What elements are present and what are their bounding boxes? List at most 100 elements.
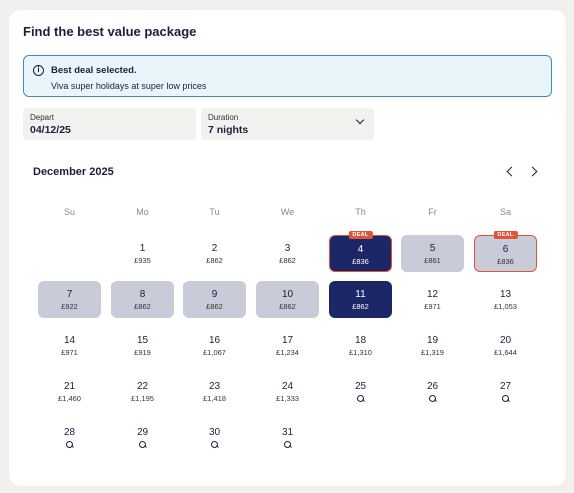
day-price: £836 <box>352 257 369 266</box>
day-number: 24 <box>281 381 294 392</box>
day-price: £862 <box>279 256 296 265</box>
weekday-label: Mo <box>136 207 149 217</box>
day-price: £1,644 <box>494 348 517 357</box>
day-price: £1,310 <box>349 348 372 357</box>
calendar-day[interactable]: 2 £862 <box>183 235 246 272</box>
duration-select[interactable]: Duration 7 nights <box>201 108 374 140</box>
calendar-day[interactable]: 20 £1,644 <box>474 327 537 364</box>
weekday-label: Fr <box>428 207 437 217</box>
calendar-day[interactable]: 26 <box>401 373 464 410</box>
day-price: £971 <box>61 348 78 357</box>
day-price: £935 <box>134 256 151 265</box>
day-number: 15 <box>136 335 149 346</box>
day-number: 30 <box>208 427 221 438</box>
day-number: 2 <box>211 243 218 254</box>
day-price: £862 <box>352 302 369 311</box>
day-number: 23 <box>208 381 221 392</box>
calendar-day[interactable]: 7 £922 <box>38 281 101 318</box>
day-number: 17 <box>281 335 294 346</box>
depart-label: Depart <box>30 113 55 122</box>
day-number: 29 <box>136 427 149 438</box>
page-title: Find the best value package <box>23 24 197 39</box>
calendar-day[interactable]: 14 £971 <box>38 327 101 364</box>
day-price: £836 <box>497 257 514 266</box>
day-number: 12 <box>426 289 439 300</box>
day-price: £1,319 <box>421 348 444 357</box>
calendar-day[interactable]: 23 £1,418 <box>183 373 246 410</box>
alert-title: Best deal selected. <box>51 65 137 76</box>
day-number: 26 <box>426 381 439 392</box>
search-icon <box>357 395 364 402</box>
calendar-day[interactable]: 10 £862 <box>256 281 319 318</box>
day-number: 20 <box>499 335 512 346</box>
calendar-day[interactable]: 24 £1,333 <box>256 373 319 410</box>
calendar-day[interactable]: 25 <box>329 373 392 410</box>
calendar-day[interactable]: 16 £1,067 <box>183 327 246 364</box>
calendar-month: December 2025 <box>33 166 114 178</box>
calendar-day[interactable]: DEAL 6 £836 <box>474 231 537 272</box>
day-number: 25 <box>354 381 367 392</box>
day-price: £1,234 <box>276 348 299 357</box>
calendar-day[interactable]: 3 £862 <box>256 235 319 272</box>
calendar-day[interactable]: 13 £1,053 <box>474 281 537 318</box>
day-number: 10 <box>281 289 294 300</box>
calendar-day[interactable]: 29 <box>111 419 174 456</box>
day-price: £861 <box>424 256 441 265</box>
day-number: 28 <box>63 427 76 438</box>
duration-label: Duration <box>208 113 239 122</box>
weekday-label: Su <box>63 207 75 217</box>
calendar-day[interactable]: 30 <box>183 419 246 456</box>
deal-badge: DEAL <box>348 231 373 239</box>
prev-month-button[interactable] <box>502 164 520 180</box>
day-price: £862 <box>279 302 296 311</box>
best-deal-alert: i Best deal selected. Viva super holiday… <box>23 55 552 97</box>
day-price: £1,053 <box>494 302 517 311</box>
day-price: £862 <box>206 302 223 311</box>
day-price: £971 <box>424 302 441 311</box>
day-number: 27 <box>499 381 512 392</box>
chevron-left-icon <box>506 166 517 177</box>
search-icon <box>139 441 146 448</box>
calendar-day[interactable]: 27 <box>474 373 537 410</box>
weekday-label: Th <box>355 207 366 217</box>
day-number: 5 <box>429 243 436 254</box>
day-number: 11 <box>355 289 366 300</box>
day-price: £1,418 <box>203 394 226 403</box>
day-number: 21 <box>63 381 76 392</box>
day-price: £1,460 <box>58 394 81 403</box>
weekday-header: Su Mo Tu We Th Fr Sa <box>9 207 566 219</box>
calendar-day[interactable]: 15 £919 <box>111 327 174 364</box>
calendar-day[interactable]: 22 £1,195 <box>111 373 174 410</box>
day-price: £1,195 <box>131 394 154 403</box>
chevron-right-icon <box>527 166 538 177</box>
day-price: £862 <box>134 302 151 311</box>
day-number: 19 <box>426 335 439 346</box>
calendar-day[interactable]: 18 £1,310 <box>329 327 392 364</box>
day-price: £1,067 <box>203 348 226 357</box>
calendar-day[interactable]: 11 £862 <box>329 281 392 318</box>
day-number: 14 <box>63 335 76 346</box>
deal-badge: DEAL <box>493 231 518 239</box>
package-card: Find the best value package i Best deal … <box>9 10 566 486</box>
day-number: 8 <box>139 289 146 300</box>
search-icon <box>429 395 436 402</box>
search-icon <box>66 441 73 448</box>
calendar-day[interactable]: 28 <box>38 419 101 456</box>
calendar-day[interactable]: 1 £935 <box>111 235 174 272</box>
calendar-day[interactable]: 21 £1,460 <box>38 373 101 410</box>
day-number: 22 <box>136 381 149 392</box>
day-number: 9 <box>211 289 218 300</box>
next-month-button[interactable] <box>526 164 544 180</box>
calendar-day[interactable]: 31 <box>256 419 319 456</box>
calendar-day[interactable]: 5 £861 <box>401 235 464 272</box>
day-number: 4 <box>357 244 364 255</box>
calendar-day[interactable]: 17 £1,234 <box>256 327 319 364</box>
calendar-day[interactable]: 8 £862 <box>111 281 174 318</box>
calendar-day[interactable]: 12 £971 <box>401 281 464 318</box>
day-number: 3 <box>284 243 291 254</box>
day-number: 18 <box>354 335 367 346</box>
depart-field[interactable]: Depart 04/12/25 <box>23 108 196 140</box>
calendar-day[interactable]: DEAL 4 £836 <box>329 231 392 272</box>
calendar-day[interactable]: 9 £862 <box>183 281 246 318</box>
calendar-day[interactable]: 19 £1,319 <box>401 327 464 364</box>
